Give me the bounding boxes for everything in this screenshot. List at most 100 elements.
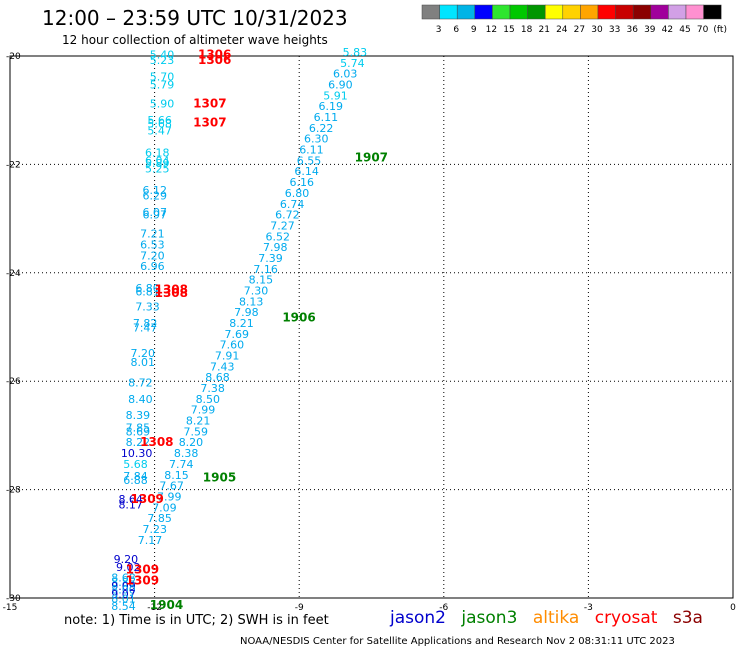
wave-height-label: 5.23 [150,54,175,67]
legend-label: 6 [453,25,459,35]
x-tick-label: -9 [295,603,304,612]
wave-height-label: 6.53 [140,238,165,251]
legend-label: 45 [679,25,690,35]
satellite-label-cryosat: cryosat [594,608,658,628]
legend-label: 36 [626,25,638,35]
wave-height-label: 6.81 [135,286,160,299]
wave-height-label: 7.30 [244,284,269,297]
wave-height-label: 8.38 [174,447,199,460]
wave-height-label: 5.68 [147,118,172,131]
wave-height-label: 5.25 [145,163,170,176]
wave-height-label: 7.47 [133,321,158,334]
wave-height-label: 6.55 [297,154,322,167]
y-tick-label: -24 [6,269,21,279]
wave-height-label: 10.30 [121,447,153,460]
wave-height-label: 7.67 [159,480,184,493]
pass-time-label: 1906 [282,311,315,325]
wave-height-label: 9.09 [111,580,136,593]
wave-height-label: 9.20 [114,553,139,566]
footer-credit: NOAA/NESDIS Center for Satellite Applica… [240,636,675,647]
wave-height-label: 6.19 [318,100,343,113]
wave-height-label: 5.66 [147,114,172,127]
color-legend: 3 6 9 12 15 18 21 24 27 30 33 36 39 42 45 70 (ft) [421,4,727,35]
wave-height-label: 5.47 [147,125,172,138]
wave-height-label: 8.17 [118,499,143,512]
legend-label: 24 [556,25,568,35]
wave-height-label: 5.74 [340,57,365,70]
wave-height-label: 6.72 [275,209,300,222]
wave-height-label: 7.82 [133,317,158,330]
pass-time-label: 1907 [355,151,388,165]
legend-label: 42 [662,25,673,35]
pass-time-label: 1905 [203,470,236,484]
satellite-legend: jason2 jason3 altika cryosat s3a [390,608,713,628]
pass-time-label: 1307 [193,96,226,110]
wave-height-label: 7.21 [140,228,165,241]
wave-height-label: 7.98 [263,241,288,254]
legend-label: 33 [609,25,620,35]
pass-time-label: 1904 [150,598,183,612]
x-tick-label: -6 [439,603,448,612]
y-tick-label: -30 [6,594,21,604]
wave-height-label: 6.96 [140,260,165,273]
page-title: 12:00 – 23:59 UTC 10/31/2023 [42,6,348,30]
satellite-label-altika: altika [532,608,580,628]
wave-height-label: 7.38 [200,382,225,395]
wave-height-label: 6.80 [285,187,310,200]
pass-time-label: 1306 [198,48,231,62]
legend-label: 15 [503,25,514,35]
satellite-label-s3a: s3a [672,608,703,628]
wave-height-label: 7.27 [270,219,295,232]
wave-height-label: 8.40 [128,393,153,406]
x-tick-label: -15 [3,603,18,612]
wave-height-label: 6.88 [123,474,147,487]
wave-height-label: 6.16 [290,176,315,189]
wave-height-label: 7.43 [210,360,235,373]
wave-height-label: 8.68 [205,371,230,384]
wave-height-label: 5.91 [323,89,348,102]
wave-height-label: 7.59 [184,425,209,438]
legend-label: 12 [486,25,497,35]
wave-height-label: 8.01 [131,356,156,369]
pass-time-label: 1308 [155,286,188,300]
wave-height-label: 7.39 [258,252,283,265]
pass-time-label: 1309 [131,492,164,506]
wave-height-label: 6.74 [280,198,305,211]
wave-height-label: 6.80 [135,282,160,295]
pass-time-label: 1308 [155,282,188,296]
satellite-label-jason3: jason3 [461,608,518,628]
y-tick-label: -26 [6,377,21,387]
wave-height-label: 5.40 [150,49,175,62]
wave-height-label: 8.64 [118,493,143,506]
wave-height-label: 8.54 [111,600,136,612]
wave-height-label: 8.15 [249,274,274,287]
wave-height-label: 8.69 [126,425,150,438]
wave-height-label: 9.07 [111,588,136,601]
wave-height-label: 5.70 [150,70,175,83]
wave-height-label: 8.22 [126,436,150,449]
pass-time-label: 1308 [140,435,173,449]
wave-height-label: 7.60 [220,339,245,352]
wave-height-label: 6.18 [145,146,170,159]
wave-height-map: -15 -12 -9 -6 -3 0-20-22-24-26-28-305.405.235… [3,46,736,612]
wave-height-label: 7.33 [135,301,160,314]
wave-height-label: 8.20 [179,436,204,449]
wave-height-label: 6.14 [294,165,319,178]
pass-time-label: 1307 [193,115,226,129]
wave-height-label: 6.30 [304,133,329,146]
wave-height-label: 9.02 [116,561,141,574]
wave-height-label: 7.74 [169,458,194,471]
wave-height-label: 5.83 [343,46,368,59]
wave-height-label: 6.04 [145,154,170,167]
wave-height-label: 8.72 [128,377,153,390]
legend-label: 9 [471,25,477,35]
plot-frame [9,55,734,599]
wave-height-label: 6.97 [143,209,168,222]
wave-height-label: 7.23 [143,523,168,536]
wave-height-label: 6.22 [309,122,334,135]
page-subtitle: 12 hour collection of altimeter wave hei… [62,33,328,47]
wave-height-label: 7.85 [126,422,150,435]
satellite-label-jason2: jason2 [390,608,446,628]
y-tick-label: -22 [6,160,21,170]
wave-height-label: 5.79 [150,79,175,92]
